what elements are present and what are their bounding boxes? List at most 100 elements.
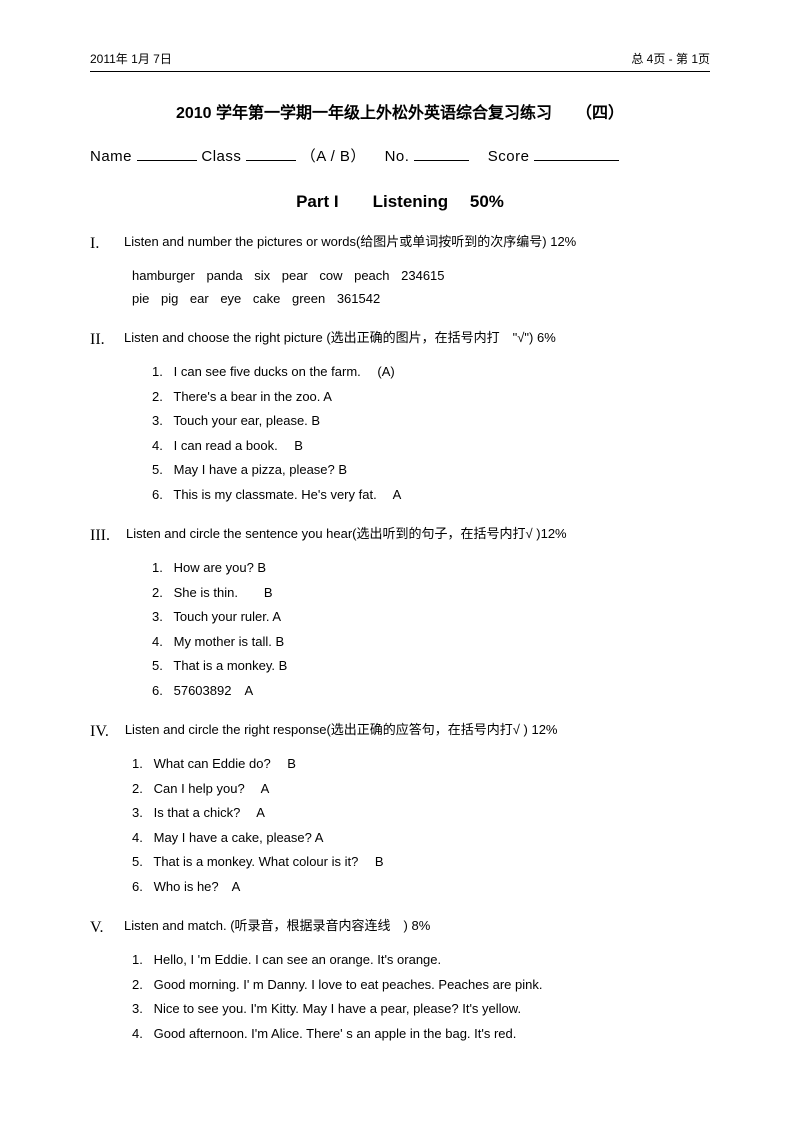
item-text: May I have a cake, please? A: [150, 830, 323, 845]
no-label: No.: [385, 148, 410, 165]
item-number: 1.: [132, 754, 150, 774]
section-roman: I.: [90, 232, 108, 256]
section-description: Listen and circle the right response(选出正…: [125, 720, 710, 740]
item-number: 4.: [132, 1024, 150, 1044]
item-number: 1.: [152, 558, 170, 578]
header-page-info: 总 4页 - 第 1页: [631, 50, 710, 68]
section-roman: V.: [90, 916, 108, 940]
list-item: 3. Is that a chick? A: [132, 803, 710, 823]
section-description: Listen and choose the right picture (选出正…: [124, 328, 710, 348]
header-date: 2011年 1月 7日: [90, 50, 172, 68]
document-title: 2010 学年第一学期一年级上外松外英语综合复习练习 （四）: [90, 102, 710, 126]
list-item: 5. That is a monkey. What colour is it? …: [132, 852, 710, 872]
item-number: 5.: [152, 656, 170, 676]
item-number: 4.: [152, 632, 170, 652]
item-text: Nice to see you. I'm Kitty. May I have a…: [150, 1001, 521, 1016]
item-text: My mother is tall. B: [170, 634, 284, 649]
part-title: Part I Listening 50%: [90, 189, 710, 215]
list-item: 3. Touch your ear, please. B: [152, 411, 710, 431]
list-item: 4. Good afternoon. I'm Alice. There' s a…: [132, 1024, 710, 1044]
item-list: 1. I can see five ducks on the farm. (A)…: [152, 362, 710, 504]
item-number: 3.: [152, 411, 170, 431]
item-number: 2.: [132, 975, 150, 995]
list-item: 4. May I have a cake, please? A: [132, 828, 710, 848]
name-blank: [137, 147, 197, 161]
list-item: 1. Hello, I 'm Eddie. I can see an orang…: [132, 950, 710, 970]
list-item: 3. Nice to see you. I'm Kitty. May I hav…: [132, 999, 710, 1019]
item-text: Good morning. I' m Danny. I love to eat …: [150, 977, 542, 992]
class-label: Class: [201, 148, 241, 165]
item-text: She is thin. B: [170, 585, 273, 600]
section-description: Listen and number the pictures or words(…: [124, 232, 710, 252]
list-item: 2. There's a bear in the zoo. A: [152, 387, 710, 407]
item-list: 1. What can Eddie do? B2. Can I help you…: [132, 754, 710, 896]
form-row: Name Class （A / B） No. Score: [90, 146, 710, 169]
no-blank: [414, 147, 469, 161]
section-5: V. Listen and match. (听录音，根据录音内容连线 ) 8% 1…: [90, 916, 710, 1043]
list-item: 2. Good morning. I' m Danny. I love to e…: [132, 975, 710, 995]
item-text: Is that a chick? A: [150, 805, 265, 820]
word-line: hamburger panda six pear cow peach 23461…: [132, 266, 710, 286]
item-text: 57603892 A: [170, 683, 253, 698]
item-number: 1.: [132, 950, 150, 970]
item-text: That is a monkey. What colour is it? B: [150, 854, 384, 869]
item-number: 2.: [152, 583, 170, 603]
list-item: 1. I can see five ducks on the farm. (A): [152, 362, 710, 382]
list-item: 4. I can read a book. B: [152, 436, 710, 456]
list-item: 5. That is a monkey. B: [152, 656, 710, 676]
word-line: pie pig ear eye cake green 361542: [132, 289, 710, 309]
score-blank: [534, 147, 619, 161]
list-item: 6. Who is he? A: [132, 877, 710, 897]
item-text: Can I help you? A: [150, 781, 269, 796]
item-text: Touch your ruler. A: [170, 609, 281, 624]
item-number: 4.: [152, 436, 170, 456]
section-roman: II.: [90, 328, 108, 352]
item-text: This is my classmate. He's very fat. A: [170, 487, 401, 502]
section-header: I. Listen and number the pictures or word…: [90, 232, 710, 256]
class-blank: [246, 147, 296, 161]
score-label: Score: [488, 148, 530, 165]
item-text: What can Eddie do? B: [150, 756, 296, 771]
item-text: I can read a book. B: [170, 438, 303, 453]
item-text: May I have a pizza, please? B: [170, 462, 347, 477]
item-number: 3.: [132, 803, 150, 823]
list-item: 4. My mother is tall. B: [152, 632, 710, 652]
item-number: 2.: [132, 779, 150, 799]
item-text: Touch your ear, please. B: [170, 413, 320, 428]
section-content: 1. I can see five ducks on the farm. (A)…: [132, 362, 710, 504]
section-header: V. Listen and match. (听录音，根据录音内容连线 ) 8%: [90, 916, 710, 940]
item-text: Hello, I 'm Eddie. I can see an orange. …: [150, 952, 441, 967]
section-header: III. Listen and circle the sentence you h…: [90, 524, 710, 548]
section-roman: III.: [90, 524, 110, 548]
item-number: 6.: [132, 877, 150, 897]
list-item: 2. Can I help you? A: [132, 779, 710, 799]
page-header: 2011年 1月 7日 总 4页 - 第 1页: [90, 50, 710, 72]
section-header: II. Listen and choose the right picture (…: [90, 328, 710, 352]
item-number: 6.: [152, 485, 170, 505]
name-label: Name: [90, 148, 132, 165]
section-2: II. Listen and choose the right picture (…: [90, 328, 710, 504]
item-number: 3.: [152, 607, 170, 627]
section-1: I. Listen and number the pictures or word…: [90, 232, 710, 308]
item-text: I can see five ducks on the farm. (A): [170, 364, 395, 379]
item-text: That is a monkey. B: [170, 658, 287, 673]
section-roman: IV.: [90, 720, 109, 744]
section-header: IV. Listen and circle the right response(…: [90, 720, 710, 744]
list-item: 1. What can Eddie do? B: [132, 754, 710, 774]
item-list: 1. How are you? B2. She is thin. B3. Tou…: [152, 558, 710, 700]
item-text: Who is he? A: [150, 879, 240, 894]
list-item: 2. She is thin. B: [152, 583, 710, 603]
item-text: There's a bear in the zoo. A: [170, 389, 332, 404]
item-number: 6.: [152, 681, 170, 701]
section-description: Listen and circle the sentence you hear(…: [126, 524, 710, 544]
item-number: 3.: [132, 999, 150, 1019]
list-item: 6. This is my classmate. He's very fat. …: [152, 485, 710, 505]
section-content: 1. How are you? B2. She is thin. B3. Tou…: [132, 558, 710, 700]
item-number: 2.: [152, 387, 170, 407]
list-item: 6. 57603892 A: [152, 681, 710, 701]
item-number: 1.: [152, 362, 170, 382]
section-4: IV. Listen and circle the right response(…: [90, 720, 710, 896]
list-item: 3. Touch your ruler. A: [152, 607, 710, 627]
item-text: How are you? B: [170, 560, 266, 575]
item-text: Good afternoon. I'm Alice. There' s an a…: [150, 1026, 516, 1041]
